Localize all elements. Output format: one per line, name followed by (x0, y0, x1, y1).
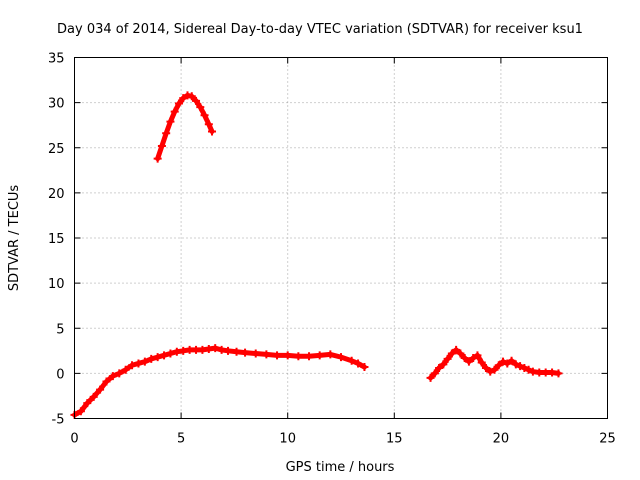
series-band (155, 92, 215, 162)
x-tick-label: 0 (70, 432, 78, 447)
x-tick-label: 5 (177, 432, 185, 447)
y-tick-label: 15 (48, 232, 65, 247)
y-tick-label: 10 (48, 277, 65, 292)
x-tick-label: 25 (599, 432, 616, 447)
series-band (428, 347, 561, 381)
y-tick-label: -5 (52, 413, 65, 428)
x-tick-label: 10 (279, 432, 296, 447)
y-tick-label: 5 (56, 322, 64, 337)
y-tick-label: 0 (56, 367, 64, 382)
y-tick-label: 25 (48, 142, 65, 157)
x-axis-label: GPS time / hours (286, 460, 395, 475)
series-band (72, 345, 367, 418)
x-tick-label: 15 (386, 432, 403, 447)
series-arc-high (153, 91, 217, 163)
y-axis-label: SDTVAR / TECUs (7, 185, 22, 292)
chart-title: Day 034 of 2014, Sidereal Day-to-day VTE… (57, 22, 583, 37)
y-tick-label: 30 (48, 97, 65, 112)
series-arc-morning (70, 344, 369, 419)
x-tick-label: 20 (493, 432, 510, 447)
series-arc-evening (426, 345, 563, 382)
tick-layer: 0 5 10 15 20 25 -5 0 5 10 15 20 25 30 35 (48, 52, 616, 447)
plot-frame (74, 57, 608, 419)
grid-layer (74, 57, 608, 419)
y-tick-label: 20 (48, 187, 65, 202)
y-tick-label: 35 (48, 52, 65, 67)
data-layer (70, 91, 563, 419)
